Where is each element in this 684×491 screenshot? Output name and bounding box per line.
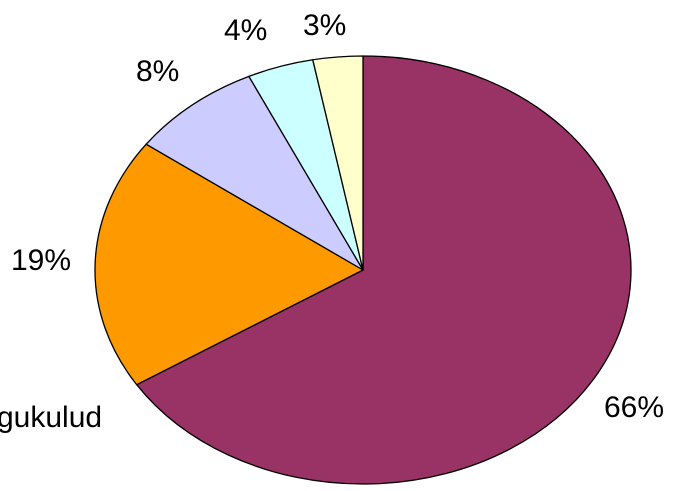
pie-slice-66: [136, 55, 632, 485]
pie-slices: [94, 55, 632, 485]
slice-label-19: 19%: [11, 244, 71, 277]
pie-slice-8: [145, 75, 364, 271]
legend-text-fragment: gukulud: [0, 401, 102, 434]
pie-slice-3: [312, 55, 364, 271]
slice-label-66: 66%: [604, 391, 664, 424]
pie-slice-19: [94, 143, 364, 386]
slice-label-4: 4%: [224, 14, 267, 47]
slice-label-3: 3%: [303, 9, 346, 42]
slice-label-8: 8%: [136, 55, 179, 88]
